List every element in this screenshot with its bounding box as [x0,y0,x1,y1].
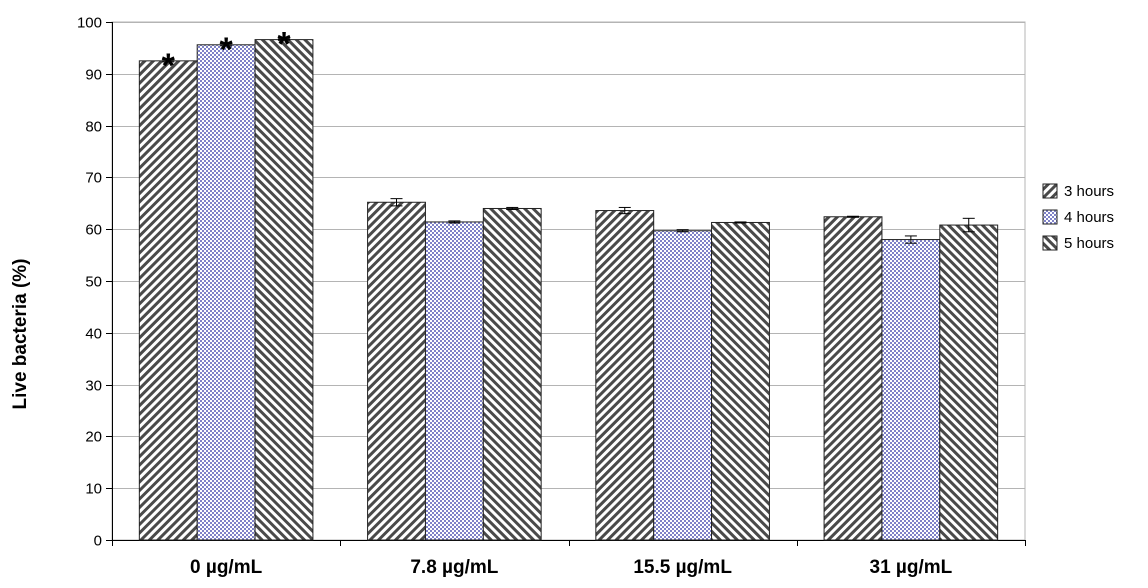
bar [254,39,314,541]
bar [367,201,426,541]
bars [138,39,999,541]
legend-swatch [1042,235,1058,251]
legend-label: 4 hours [1064,209,1114,226]
legend-swatch [1042,183,1058,199]
legend: 3 hours 4 hours 5 hours [1042,183,1114,252]
legend-label: 5 hours [1064,235,1114,252]
bar [424,221,484,541]
y-axis-title: Live bacteria (%) [10,259,31,410]
bar [196,44,256,541]
x-category-label: 0 µg/mL [190,557,263,578]
bar [595,210,655,541]
bar [939,224,999,541]
y-tick-label: 50 [85,274,102,291]
bar [711,221,770,541]
annotations: * * * [162,26,292,85]
y-tick-label: 40 [85,326,102,343]
significance-marker: * [162,47,176,85]
y-tick-label: 70 [85,170,102,187]
y-tick-label: 60 [85,222,102,239]
bar [482,207,542,541]
x-category-labels: 0 µg/mL 7.8 µg/mL 15.5 µg/mL 31 µg/mL [190,557,953,578]
y-tick-label: 90 [85,67,102,84]
y-tick-label: 30 [85,378,102,395]
y-tick-label: 0 [94,533,102,550]
significance-marker: * [220,31,234,69]
x-category-label: 15.5 µg/mL [633,557,732,578]
y-tick-label: 80 [85,119,102,136]
x-category-label: 31 µg/mL [870,557,953,578]
bar [138,60,198,541]
legend-label: 3 hours [1064,183,1114,200]
bar [823,216,883,541]
bar [881,239,941,541]
y-tick-label: 10 [85,481,102,498]
legend-swatch [1042,209,1058,225]
y-tick-label: 100 [77,15,102,32]
x-category-label: 7.8 µg/mL [410,557,498,578]
y-tick-labels: 0 10 20 30 40 50 60 70 80 90 100 [77,15,102,550]
y-tick-label: 20 [85,429,102,446]
bar [653,230,713,541]
error-bars [162,38,975,244]
significance-marker: * [277,26,291,64]
